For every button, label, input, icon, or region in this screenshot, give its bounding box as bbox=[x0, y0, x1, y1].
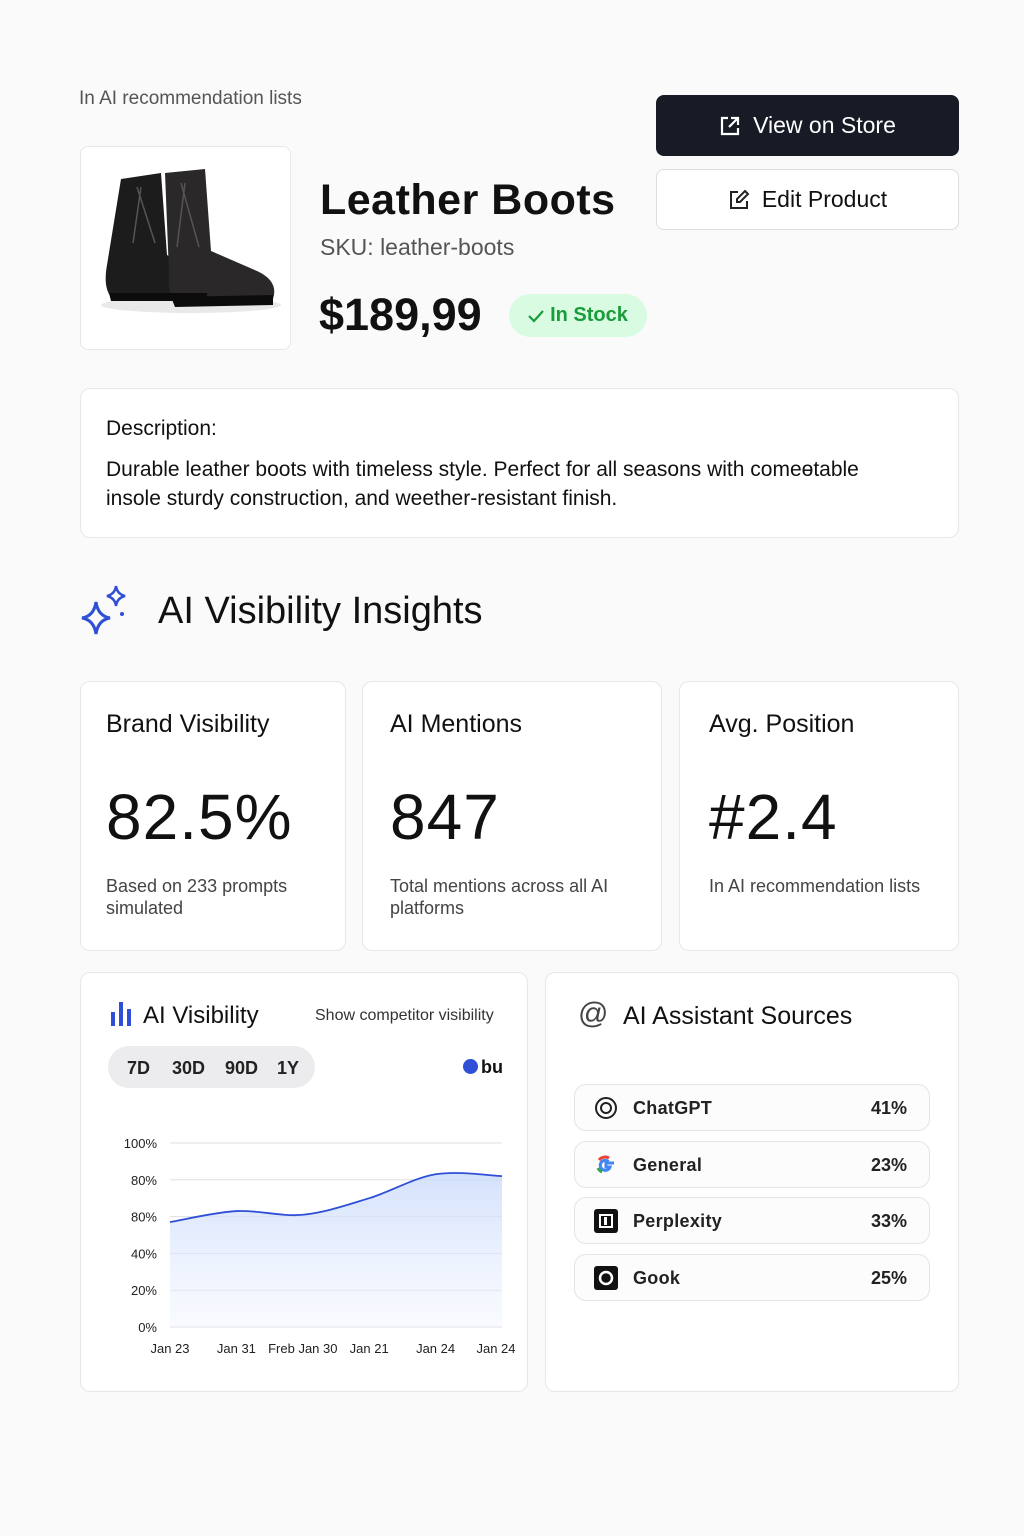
range-selector: 7D 30D 90D 1Y bbox=[108, 1046, 315, 1088]
source-share: 25% bbox=[870, 1268, 907, 1288]
description-line: Durable leather boots with timeless styl… bbox=[106, 458, 859, 481]
description-line: insole sturdy construction, and weether-… bbox=[106, 487, 618, 510]
metric-note: Based on 233 prompts simulated bbox=[106, 876, 288, 918]
gook-icon bbox=[594, 1266, 618, 1290]
edit-icon bbox=[729, 189, 750, 209]
source-name: General bbox=[633, 1155, 703, 1175]
metric-value: 847 bbox=[390, 781, 500, 853]
metric-title: Avg. Position bbox=[709, 710, 855, 738]
product-name: Leather Boots bbox=[320, 176, 616, 224]
view-store-button[interactable]: View on Store bbox=[656, 95, 959, 156]
external-icon bbox=[721, 116, 740, 135]
range-option[interactable]: 90D bbox=[225, 1058, 259, 1078]
source-row: Perplexity 33% bbox=[574, 1197, 930, 1244]
metric-card: Avg. Position #2.4 In AI recommendation … bbox=[679, 681, 959, 951]
context-label: In AI recommendation lists bbox=[79, 88, 302, 109]
bars-icon bbox=[111, 1002, 131, 1026]
source-name: ChatGPT bbox=[633, 1098, 713, 1118]
product-price: $189,99 bbox=[319, 289, 482, 340]
source-row: ChatGPT 41% bbox=[574, 1084, 930, 1131]
button-label: Edit Product bbox=[761, 186, 888, 212]
google-icon bbox=[596, 1155, 614, 1174]
description-card: Description: Durable leather boots with … bbox=[80, 388, 959, 538]
legend-label: bu bbox=[481, 1057, 503, 1077]
sources-title: AI Assistant Sources bbox=[623, 1002, 853, 1030]
description-heading: Description: bbox=[106, 417, 217, 440]
product-image bbox=[80, 146, 291, 350]
metric-note: In AI recommendation lists bbox=[709, 876, 921, 896]
source-row: Gook 25% bbox=[574, 1254, 930, 1301]
range-option[interactable]: 1Y bbox=[277, 1058, 300, 1078]
metric-value: 82.5% bbox=[106, 781, 293, 853]
at-icon: @ bbox=[578, 997, 609, 1030]
metric-title: Brand Visibility bbox=[106, 710, 270, 738]
visibility-chart-card: AI Visibility Show competitor visibility… bbox=[80, 972, 528, 1392]
button-label: View on Store bbox=[753, 112, 896, 138]
sources-card: @ AI Assistant Sources ChatGPT 41% Gener… bbox=[545, 972, 959, 1392]
source-name: Perplexity bbox=[633, 1211, 723, 1231]
source-share: 41% bbox=[870, 1098, 907, 1118]
metric-card: AI Mentions 847 Total mentions across al… bbox=[362, 681, 662, 951]
source-name: Gook bbox=[633, 1268, 681, 1288]
metric-value: #2.4 bbox=[709, 781, 838, 853]
metric-card: Brand Visibility 82.5% Based on 233 prom… bbox=[80, 681, 346, 951]
range-option[interactable]: 7D bbox=[127, 1058, 151, 1078]
boots-illustration bbox=[101, 169, 281, 313]
product-sku: SKU: leather-boots bbox=[320, 234, 515, 260]
metric-title: AI Mentions bbox=[390, 710, 523, 738]
source-row: General 23% bbox=[574, 1141, 930, 1188]
competitor-toggle[interactable]: Show competitor visibility bbox=[315, 1007, 494, 1024]
chart-title: AI Visibility bbox=[143, 1002, 259, 1029]
source-share: 23% bbox=[870, 1155, 907, 1175]
stock-badge: In Stock bbox=[509, 294, 647, 337]
edit-product-button[interactable]: Edit Product bbox=[656, 169, 959, 230]
legend-swatch bbox=[463, 1059, 478, 1074]
metric-note: Total mentions across all AI platforms bbox=[390, 876, 609, 918]
perplexity-icon bbox=[594, 1209, 618, 1233]
sparkle-icon bbox=[81, 585, 126, 635]
chatgpt-icon bbox=[595, 1097, 617, 1119]
source-share: 33% bbox=[870, 1211, 907, 1231]
range-option[interactable]: 30D bbox=[172, 1058, 206, 1078]
check-icon bbox=[528, 309, 544, 323]
stock-label: In Stock bbox=[550, 304, 628, 326]
section-title: AI Visibility Insights bbox=[158, 590, 483, 632]
